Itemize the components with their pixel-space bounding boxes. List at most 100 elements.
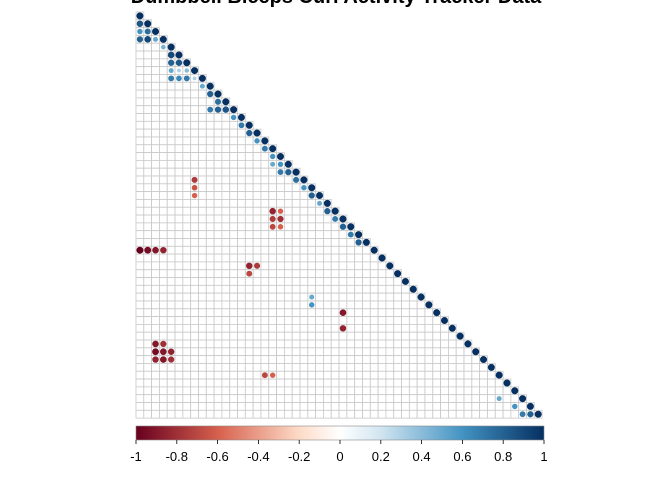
correlation-marker: [136, 20, 144, 27]
correlation-marker: [183, 75, 190, 82]
diagonal-marker: [253, 129, 261, 137]
color-legend-tick-label: -1: [130, 449, 142, 464]
diagonal-marker: [472, 348, 480, 356]
correlation-marker: [168, 75, 175, 82]
correlation-marker: [339, 309, 347, 317]
diagonal-marker: [167, 43, 175, 51]
correlation-marker: [144, 36, 152, 43]
correlation-marker: [160, 356, 167, 363]
diagonal-marker: [144, 20, 152, 28]
color-legend-tick-label: 0: [336, 449, 343, 464]
color-legend-tick-label: -0.2: [288, 449, 310, 464]
correlation-marker: [261, 372, 268, 379]
correlation-marker: [261, 145, 268, 152]
diagonal-marker: [480, 356, 488, 364]
correlation-marker: [277, 161, 284, 168]
correlation-marker: [246, 262, 253, 270]
diagonal-marker: [230, 106, 238, 114]
grid-cells: [135, 11, 543, 419]
correlation-marker: [277, 224, 284, 230]
color-legend-bar: [135, 425, 545, 441]
diagonal-marker: [370, 246, 378, 254]
diagonal-marker: [308, 184, 316, 192]
correlation-marker: [222, 106, 230, 113]
correlation-markers: [136, 12, 542, 418]
correlation-marker: [254, 138, 260, 144]
correlation-marker: [527, 411, 534, 418]
diagonal-marker: [183, 59, 191, 67]
color-legend-tick-label: 0.2: [372, 449, 390, 464]
diagonal-marker: [495, 371, 503, 379]
color-legend-tick-label: -0.6: [206, 449, 228, 464]
diagonal-marker: [440, 316, 448, 324]
correlation-marker: [238, 122, 245, 129]
correlation-marker: [192, 76, 197, 81]
correlation-marker: [160, 44, 166, 50]
correlation-marker: [519, 411, 526, 418]
correlation-marker: [184, 68, 189, 73]
correlation-marker: [191, 184, 198, 191]
correlation-marker: [191, 176, 198, 183]
diagonal-marker: [425, 301, 433, 309]
correlation-marker: [177, 68, 181, 73]
diagonal-marker: [355, 231, 363, 239]
correlation-marker: [332, 216, 339, 222]
correlation-marker: [269, 223, 276, 230]
correlation-marker: [152, 340, 159, 348]
correlation-marker: [167, 51, 175, 59]
diagonal-marker: [316, 192, 324, 200]
diagonal-marker: [464, 340, 472, 348]
diagonal-marker: [300, 176, 308, 184]
diagonal-marker: [386, 262, 394, 270]
diagonal-marker: [347, 223, 355, 231]
correlation-marker: [293, 176, 300, 183]
correlation-marker: [246, 270, 253, 277]
chart-title: Dumbbell Biceps Curl Activity Tracker Da…: [0, 0, 672, 9]
correlation-marker: [317, 200, 323, 206]
diagonal-marker: [206, 82, 214, 90]
correlation-marker: [285, 168, 292, 176]
diagonal-marker: [323, 199, 331, 207]
diagonal-marker: [175, 51, 183, 59]
diagonal-marker: [511, 387, 519, 395]
diagonal-marker: [519, 395, 527, 403]
correlation-marker: [246, 129, 253, 137]
diagonal-marker: [214, 90, 222, 98]
correlation-marker: [324, 208, 331, 215]
diagonal-marker: [191, 67, 199, 75]
diagonal-marker: [276, 152, 284, 160]
correlation-marker: [308, 192, 315, 199]
correlation-marker: [214, 106, 222, 113]
correlation-marker: [153, 36, 159, 42]
diagonal-marker: [339, 215, 347, 223]
diagonal-marker: [222, 98, 230, 106]
correlation-marker: [207, 90, 214, 98]
correlation-marker: [160, 246, 167, 254]
diagonal-marker: [417, 293, 425, 301]
color-legend-tick-label: -0.4: [247, 449, 269, 464]
diagonal-marker: [198, 74, 206, 82]
correlation-marker: [175, 59, 183, 66]
correlation-marker: [269, 372, 276, 378]
correlation-marker: [355, 239, 362, 246]
correlation-marker: [339, 325, 347, 332]
correlation-marker: [152, 348, 159, 356]
correlation-marker: [254, 262, 261, 269]
correlation-marker: [152, 356, 159, 363]
correlation-marker: [277, 208, 284, 214]
correlation-marker: [347, 231, 354, 238]
diagonal-marker: [409, 285, 417, 293]
correlation-marker: [339, 223, 347, 230]
correlation-marker: [309, 294, 315, 300]
correlation-marker: [207, 106, 214, 113]
color-legend-tick-label: 0.4: [413, 449, 431, 464]
color-legend-tick-label: 0.6: [453, 449, 471, 464]
correlation-marker: [136, 36, 144, 43]
diagonal-marker: [394, 270, 402, 278]
diagonal-marker: [237, 113, 245, 121]
diagonal-marker: [534, 410, 542, 418]
correlation-marker: [167, 348, 175, 355]
diagonal-marker: [487, 363, 495, 371]
diagonal-marker: [152, 28, 160, 36]
